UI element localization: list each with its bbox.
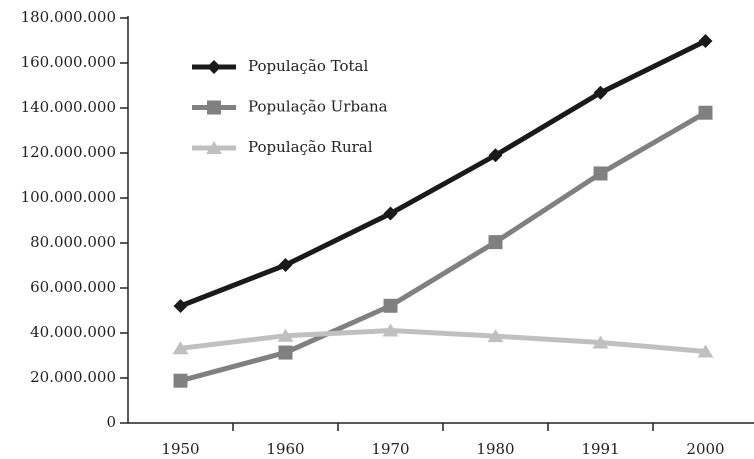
series-line <box>179 110 707 384</box>
legend-label: População Total <box>248 57 369 75</box>
point <box>593 85 608 100</box>
y-tick-label: 100.000.000 <box>21 188 116 206</box>
y-tick-label: 60.000.000 <box>30 278 116 296</box>
legend-label: População Urbana <box>248 98 388 116</box>
legend-label: População Rural <box>248 138 373 156</box>
point <box>382 323 399 337</box>
x-tick-label: 2000 <box>686 440 724 458</box>
x-tick-label: 1960 <box>266 440 304 458</box>
point <box>173 299 188 313</box>
y-tick-label: 160.000.000 <box>21 53 116 71</box>
x-tick-label: 1980 <box>476 440 514 458</box>
point <box>278 258 293 273</box>
y-tick-label: 140.000.000 <box>21 98 116 116</box>
y-tick-label: 120.000.000 <box>21 143 116 161</box>
point <box>592 335 609 349</box>
point <box>173 373 188 388</box>
point <box>697 344 714 358</box>
point <box>487 329 504 343</box>
point <box>383 206 398 221</box>
point <box>278 345 293 360</box>
x-tick-label: 1950 <box>161 440 199 458</box>
point <box>383 298 398 313</box>
point <box>698 33 713 48</box>
x-tick-label: 1991 <box>581 440 619 458</box>
series-line <box>180 328 706 354</box>
x-tick-label: 1970 <box>371 440 409 458</box>
point <box>277 328 294 342</box>
y-tick-label: 80.000.000 <box>30 233 116 251</box>
legend-marker <box>207 100 221 115</box>
legend-marker <box>206 141 222 154</box>
point <box>488 235 503 250</box>
y-tick-label: 180.000.000 <box>21 8 116 26</box>
point <box>593 166 608 181</box>
y-tick-label: 40.000.000 <box>30 323 116 341</box>
point <box>698 105 713 120</box>
y-tick-label: 20.000.000 <box>30 368 116 386</box>
series-line <box>179 38 707 309</box>
legend-marker <box>207 60 221 74</box>
y-tick-label: 0 <box>106 413 116 431</box>
point <box>172 341 189 355</box>
point <box>488 148 503 163</box>
